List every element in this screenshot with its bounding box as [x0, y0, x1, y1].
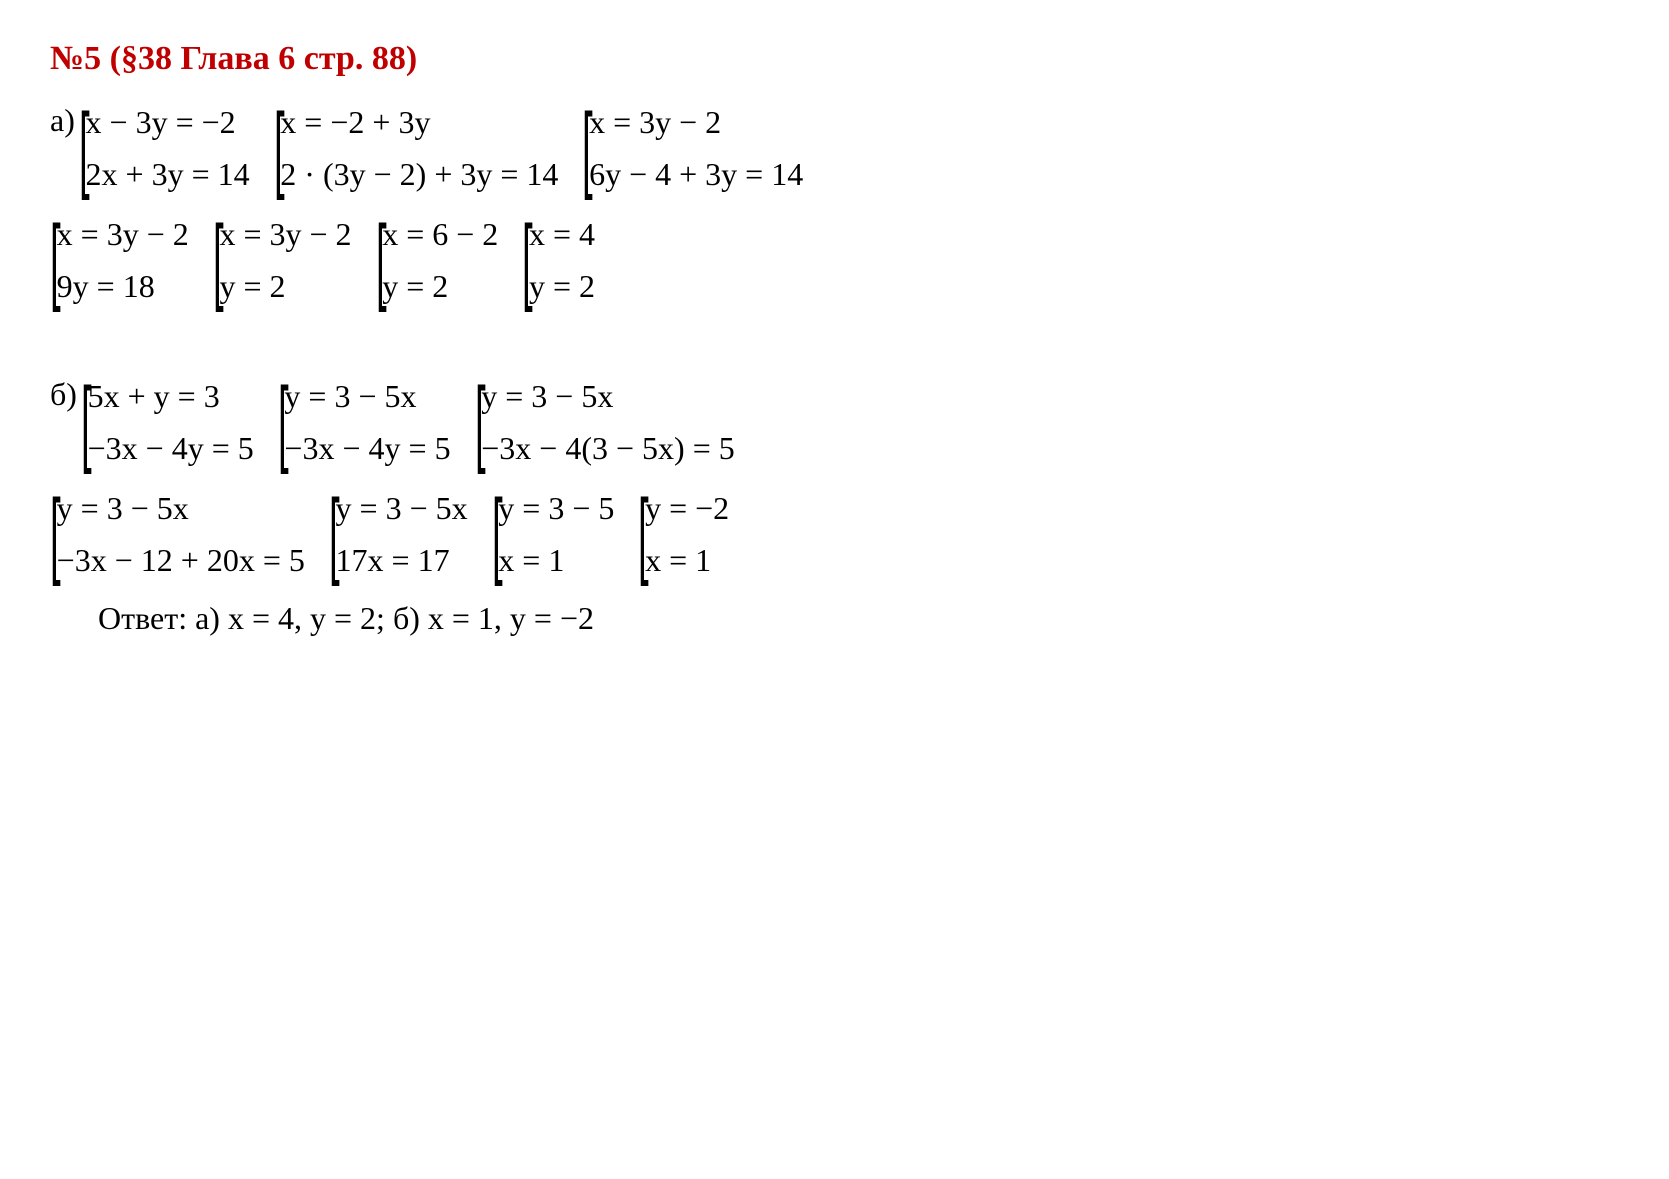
equation: 6y − 4 + 3y = 14	[589, 154, 803, 194]
system-a2-3: [ x = 6 − 2 y = 2	[376, 208, 499, 312]
system-a1-2: [ x = −2 + 3y 2 · (3y − 2) + 3y = 14	[274, 96, 559, 200]
equation: −3x − 4y = 5	[284, 428, 450, 468]
equation: x = 4	[529, 214, 595, 254]
partA-row2: [ x = 3y − 2 9y = 18 [ x = 3y − 2 y = 2 …	[50, 208, 1619, 312]
equation: −3x − 4y = 5	[88, 428, 254, 468]
system-b1-3: [ y = 3 − 5x −3x − 4(3 − 5x) = 5	[475, 370, 735, 474]
bracket-icon: [	[522, 231, 533, 289]
bracket-icon: [	[492, 505, 503, 563]
partA-row1: а) [ x − 3y = −2 2x + 3y = 14 [ x = −2 +…	[50, 96, 1619, 200]
equation: 2x + 3y = 14	[86, 154, 250, 194]
equation: y = 3 − 5x	[57, 488, 305, 528]
partB-row1: б) [ 5x + y = 3 −3x − 4y = 5 [ y = 3 − 5…	[50, 370, 1619, 474]
equation: x = 1	[645, 540, 729, 580]
bracket-icon: [	[79, 119, 90, 177]
bracket-icon: [	[278, 393, 289, 451]
page-title: №5 (§38 Глава 6 стр. 88)	[50, 40, 1619, 78]
partB-row2: [ y = 3 − 5x −3x − 12 + 20x = 5 [ y = 3 …	[50, 482, 1619, 586]
system-a1-3: [ x = 3y − 2 6y − 4 + 3y = 14	[582, 96, 803, 200]
equation: y = 3 − 5x	[481, 376, 735, 416]
bracket-icon: [	[81, 393, 92, 451]
partA-label: а)	[50, 96, 75, 139]
system-a2-1: [ x = 3y − 2 9y = 18	[50, 208, 189, 312]
equation: x = −2 + 3y	[280, 102, 558, 142]
system-b2-3: [ y = 3 − 5 x = 1	[492, 482, 615, 586]
system-b1-1: [ 5x + y = 3 −3x − 4y = 5	[81, 370, 254, 474]
bracket-icon: [	[638, 505, 649, 563]
bracket-icon: [	[213, 231, 224, 289]
equation: −3x − 12 + 20x = 5	[57, 540, 305, 580]
equation: x = 1	[498, 540, 614, 580]
equation: y = −2	[645, 488, 729, 528]
equation: x = 3y − 2	[589, 102, 803, 142]
system-b2-4: [ y = −2 x = 1	[638, 482, 729, 586]
equation: 9y = 18	[57, 266, 189, 306]
equation: y = 3 − 5x	[336, 488, 468, 528]
bracket-icon: [	[50, 231, 61, 289]
equation: y = 3 − 5x	[284, 376, 450, 416]
system-a1-1: [ x − 3y = −2 2x + 3y = 14	[79, 96, 250, 200]
equation: 2 · (3y − 2) + 3y = 14	[280, 154, 558, 194]
bracket-icon: [	[274, 119, 285, 177]
equation: x = 6 − 2	[382, 214, 498, 254]
equation: 17x = 17	[336, 540, 468, 580]
equation: 5x + y = 3	[88, 376, 254, 416]
equation: x − 3y = −2	[86, 102, 250, 142]
bracket-icon: [	[329, 505, 340, 563]
system-b2-1: [ y = 3 − 5x −3x − 12 + 20x = 5	[50, 482, 305, 586]
partB-label: б)	[50, 370, 77, 413]
equation: −3x − 4(3 − 5x) = 5	[481, 428, 735, 468]
system-a2-2: [ x = 3y − 2 y = 2	[213, 208, 352, 312]
bracket-icon: [	[475, 393, 486, 451]
system-b1-2: [ y = 3 − 5x −3x − 4y = 5	[278, 370, 451, 474]
equation: x = 3y − 2	[57, 214, 189, 254]
bracket-icon: [	[582, 119, 593, 177]
answer-line: Ответ: а) x = 4, y = 2; б) x = 1, y = −2	[98, 600, 1619, 637]
equation: y = 3 − 5	[498, 488, 614, 528]
equation: y = 2	[529, 266, 595, 306]
bracket-icon: [	[50, 505, 61, 563]
equation: y = 2	[382, 266, 498, 306]
system-a2-4: [ x = 4 y = 2	[522, 208, 595, 312]
bracket-icon: [	[376, 231, 387, 289]
equation: x = 3y − 2	[219, 214, 351, 254]
equation: y = 2	[219, 266, 351, 306]
system-b2-2: [ y = 3 − 5x 17x = 17	[329, 482, 468, 586]
